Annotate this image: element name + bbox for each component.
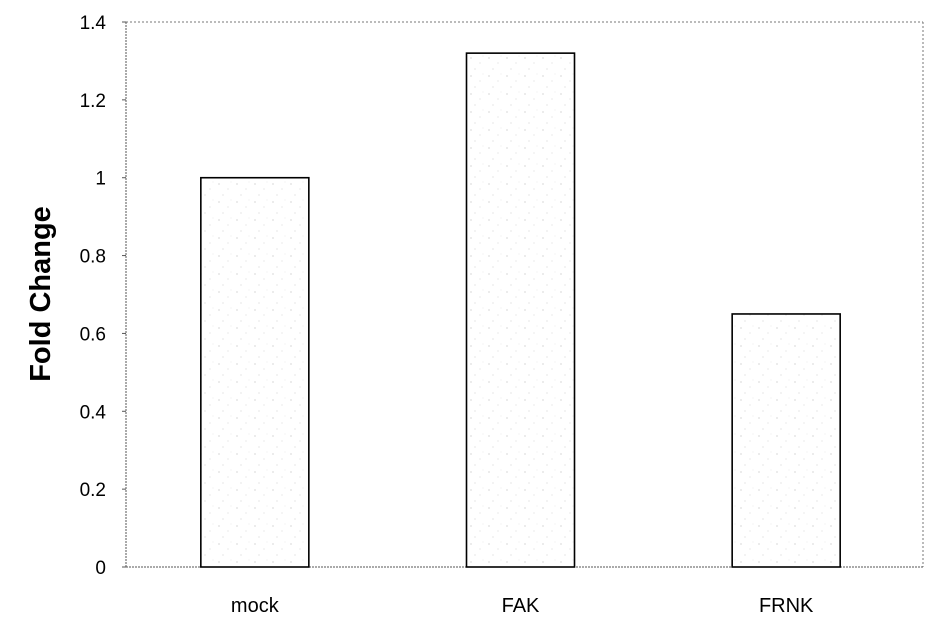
bar-fak [465, 52, 576, 568]
x-category-label: FRNK [759, 595, 814, 617]
x-category-label: FAK [502, 595, 540, 617]
y-tick-label: 0.2 [80, 480, 106, 501]
bar-frnk [731, 313, 841, 568]
bar-mock [200, 176, 310, 568]
x-category-label: mock [231, 595, 280, 617]
y-axis-title: Fold Change [25, 206, 57, 382]
x-labels: mock FAK FRNK [231, 595, 814, 617]
y-tick-label: 1 [95, 169, 106, 190]
bars [200, 52, 841, 568]
y-tick-label: 0.6 [80, 324, 106, 345]
y-tick-label: 0 [95, 558, 106, 579]
y-tick-label: 0.4 [80, 402, 107, 423]
y-tick-label: 1.2 [80, 91, 106, 112]
y-tick-label: 1.4 [80, 13, 107, 34]
y-tick-label: 0.8 [80, 247, 106, 268]
y-ticks: 0 0.2 0.4 0.6 0.8 1 1.2 1.4 [80, 13, 126, 579]
